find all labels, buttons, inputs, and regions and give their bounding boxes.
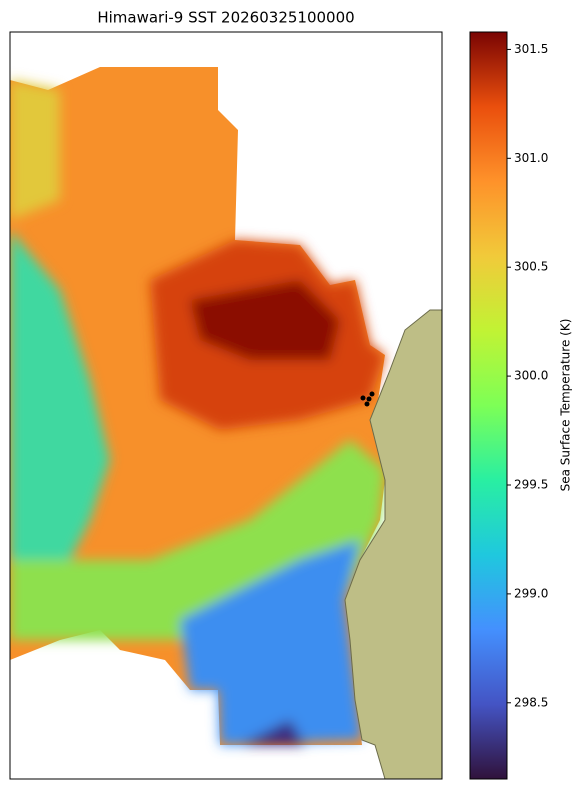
land	[344, 309, 442, 779]
colorbar-tick-label: 300.0	[514, 369, 548, 383]
sst-cool-west	[10, 230, 110, 600]
colorbar-tick-label: 298.5	[514, 695, 548, 709]
colorbar-label: Sea Surface Temperature (K)	[559, 319, 573, 492]
station	[360, 395, 366, 401]
colorbar-tick-label: 299.0	[514, 586, 548, 600]
sst-hot-core	[190, 280, 340, 360]
sst-yellow	[10, 80, 60, 220]
map-frame	[9, 31, 443, 780]
colorbar-tick-label: 299.5	[514, 477, 548, 491]
station	[366, 396, 372, 402]
sst-map	[10, 67, 442, 779]
station	[369, 391, 375, 397]
colorbar	[469, 31, 508, 780]
colorbar-tick-label: 301.5	[514, 42, 548, 56]
chart-title: Himawari-9 SST 20260325100000	[97, 9, 354, 27]
colorbar-tick-label: 300.5	[514, 260, 548, 274]
colorbar-tick-label: 301.0	[514, 151, 548, 165]
sst-blue	[180, 540, 362, 745]
sst-cold-patch	[240, 720, 305, 745]
station	[364, 401, 370, 407]
